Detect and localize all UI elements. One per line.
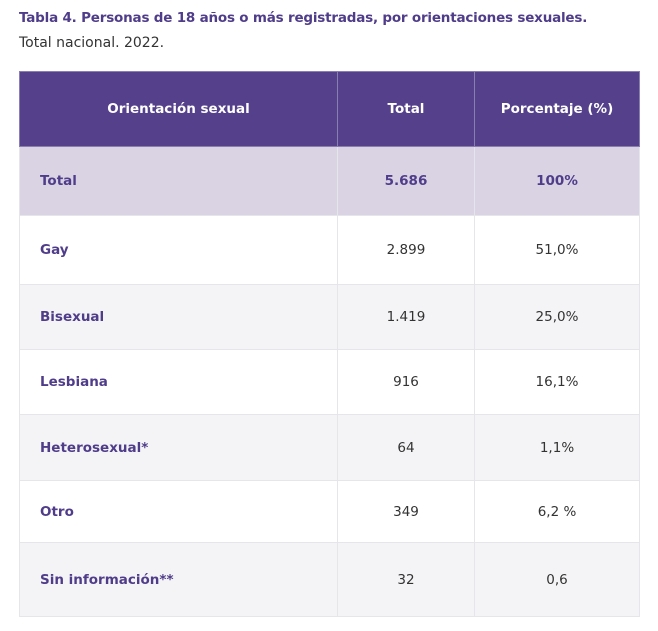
table-row: Lesbiana 916 16,1% bbox=[19, 349, 640, 415]
table-row: Gay 2.899 51,0% bbox=[19, 215, 640, 285]
row-percentage: 6,2 % bbox=[474, 480, 640, 543]
table-row: Sin información** 32 0,6 bbox=[19, 542, 640, 617]
row-total: 32 bbox=[337, 542, 475, 617]
header-total: Total bbox=[337, 71, 475, 147]
table-row: Heterosexual* 64 1,1% bbox=[19, 414, 640, 481]
table-row: Bisexual 1.419 25,0% bbox=[19, 284, 640, 350]
row-percentage: 1,1% bbox=[474, 414, 640, 481]
row-percentage: 16,1% bbox=[474, 349, 640, 415]
row-label: Sin información** bbox=[19, 542, 338, 617]
header-percentage: Porcentaje (%) bbox=[474, 71, 640, 147]
row-percentage: 25,0% bbox=[474, 284, 640, 350]
row-label: Otro bbox=[19, 480, 338, 543]
table-row: Otro 349 6,2 % bbox=[19, 480, 640, 543]
row-total: 1.419 bbox=[337, 284, 475, 350]
row-label: Gay bbox=[19, 215, 338, 285]
total-row: Total 5.686 100% bbox=[19, 146, 640, 216]
table-title: Tabla 4. Personas de 18 años o más regis… bbox=[19, 10, 588, 26]
row-total: 64 bbox=[337, 414, 475, 481]
row-percentage: 0,6 bbox=[474, 542, 640, 617]
row-total: 5.686 bbox=[337, 146, 475, 216]
row-label: Lesbiana bbox=[19, 349, 338, 415]
table-subtitle: Total nacional. 2022. bbox=[19, 35, 165, 51]
row-total: 916 bbox=[337, 349, 475, 415]
data-table: Orientación sexual Total Porcentaje (%) … bbox=[19, 71, 640, 617]
row-percentage: 51,0% bbox=[474, 215, 640, 285]
row-total: 349 bbox=[337, 480, 475, 543]
row-label: Heterosexual* bbox=[19, 414, 338, 481]
row-percentage: 100% bbox=[474, 146, 640, 216]
row-label: Total bbox=[19, 146, 338, 216]
header-row: Orientación sexual Total Porcentaje (%) bbox=[19, 71, 640, 147]
row-label: Bisexual bbox=[19, 284, 338, 350]
header-orientation: Orientación sexual bbox=[19, 71, 338, 147]
row-total: 2.899 bbox=[337, 215, 475, 285]
